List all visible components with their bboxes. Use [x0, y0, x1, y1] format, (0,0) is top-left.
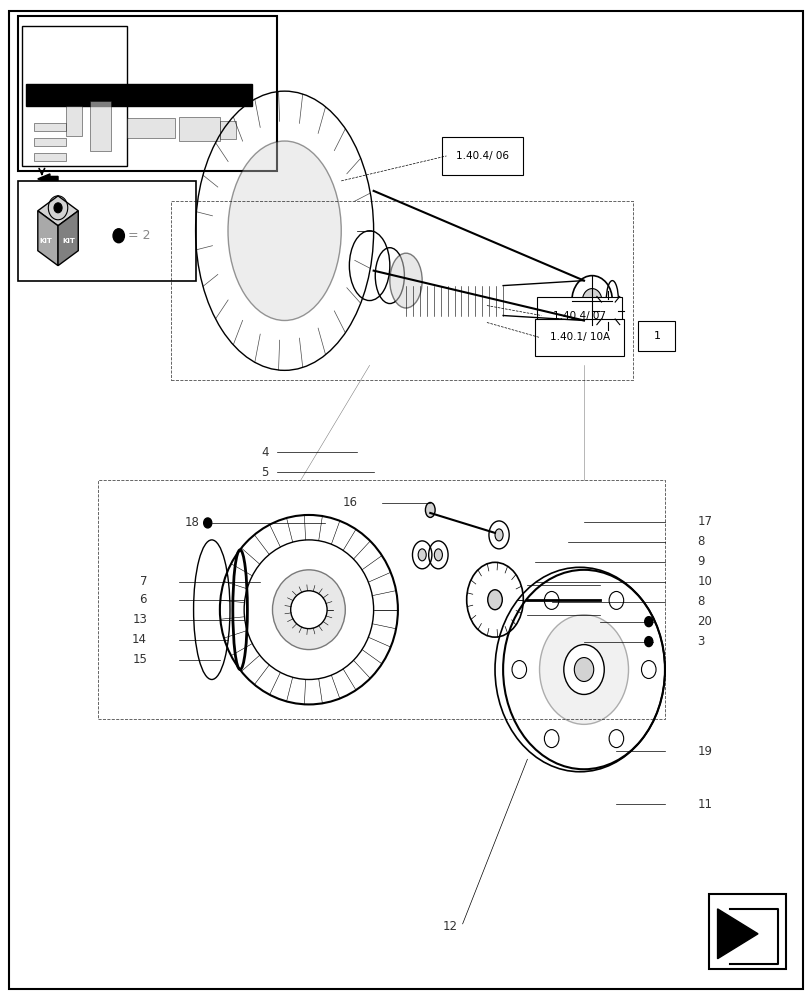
- FancyBboxPatch shape: [537, 297, 622, 334]
- Bar: [26, 84, 252, 106]
- Circle shape: [644, 617, 652, 627]
- Circle shape: [573, 658, 593, 681]
- FancyArrow shape: [38, 174, 58, 184]
- Text: 14: 14: [132, 633, 147, 646]
- Text: KIT: KIT: [40, 238, 52, 244]
- Text: 3: 3: [697, 635, 704, 648]
- Bar: [709, 894, 785, 969]
- Text: 1.40.4/ 06: 1.40.4/ 06: [456, 151, 508, 161]
- Ellipse shape: [290, 591, 327, 629]
- Text: 8: 8: [697, 595, 704, 608]
- Circle shape: [608, 730, 623, 748]
- Ellipse shape: [425, 502, 435, 517]
- Bar: [22, 26, 127, 166]
- Ellipse shape: [434, 549, 442, 561]
- Bar: [34, 138, 66, 146]
- FancyBboxPatch shape: [534, 319, 624, 356]
- Circle shape: [563, 645, 603, 694]
- Text: 1.40.1/ 10A: 1.40.1/ 10A: [549, 332, 609, 342]
- Bar: [18, 16, 277, 171]
- Text: 11: 11: [697, 798, 711, 811]
- Circle shape: [54, 203, 62, 213]
- Polygon shape: [38, 211, 58, 266]
- Text: 19: 19: [697, 745, 711, 758]
- Circle shape: [644, 637, 652, 647]
- Circle shape: [539, 615, 628, 724]
- Text: 17: 17: [697, 515, 711, 528]
- Text: 4: 4: [260, 446, 268, 459]
- Text: 7: 7: [139, 575, 147, 588]
- Text: 12: 12: [443, 920, 457, 933]
- Text: 1: 1: [653, 331, 659, 341]
- Ellipse shape: [418, 549, 426, 561]
- Text: 6: 6: [139, 593, 147, 606]
- FancyBboxPatch shape: [442, 137, 523, 175]
- Text: 20: 20: [697, 615, 711, 628]
- Text: 16: 16: [342, 496, 357, 509]
- Circle shape: [543, 730, 558, 748]
- Text: 9: 9: [697, 555, 704, 568]
- Circle shape: [641, 661, 655, 679]
- Bar: [34, 153, 66, 161]
- Bar: [34, 123, 66, 131]
- Text: 1.40.4/ 07: 1.40.4/ 07: [553, 311, 606, 321]
- Text: 5: 5: [260, 466, 268, 479]
- Bar: [90, 101, 110, 151]
- Circle shape: [608, 591, 623, 609]
- Ellipse shape: [272, 570, 345, 650]
- Polygon shape: [717, 909, 757, 959]
- Text: 8: 8: [697, 535, 704, 548]
- Ellipse shape: [495, 529, 503, 541]
- Bar: [179, 117, 220, 141]
- Ellipse shape: [487, 590, 502, 610]
- FancyBboxPatch shape: [637, 321, 675, 351]
- Bar: [66, 106, 82, 136]
- Text: KIT: KIT: [62, 238, 75, 244]
- Polygon shape: [38, 196, 78, 226]
- Text: = 2: = 2: [128, 229, 151, 242]
- Circle shape: [543, 591, 558, 609]
- Circle shape: [512, 661, 526, 679]
- Text: 18: 18: [185, 516, 200, 529]
- Circle shape: [204, 518, 212, 528]
- Circle shape: [113, 229, 124, 243]
- Polygon shape: [58, 211, 78, 266]
- Circle shape: [581, 289, 601, 313]
- Ellipse shape: [228, 141, 341, 320]
- Text: 10: 10: [697, 575, 711, 588]
- Bar: [18, 181, 195, 281]
- Bar: [127, 118, 175, 138]
- Text: 13: 13: [132, 613, 147, 626]
- Bar: [220, 121, 236, 139]
- Ellipse shape: [389, 253, 422, 308]
- Text: 15: 15: [132, 653, 147, 666]
